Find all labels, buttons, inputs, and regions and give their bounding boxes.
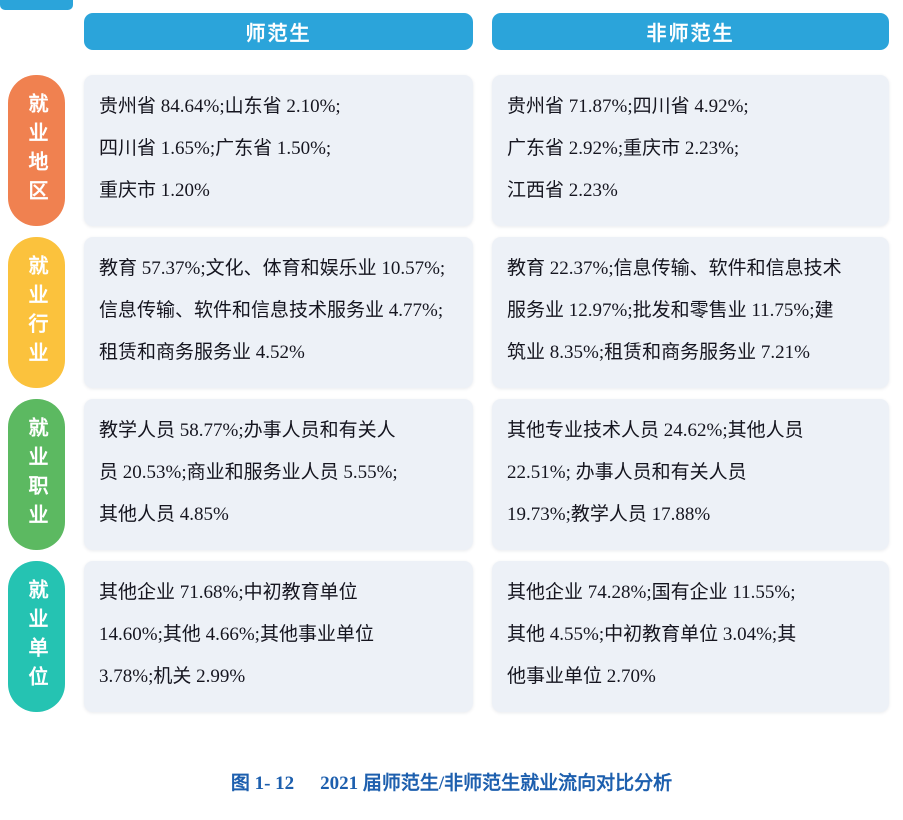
- column-header-normal-students: 师范生: [84, 13, 473, 50]
- text-line: 贵州省 84.64%;山东省 2.10%;: [99, 96, 341, 117]
- text-line: 员 20.53%;商业和服务业人员 5.55%;: [99, 462, 398, 483]
- text-line: 其他专业技术人员 24.62%;其他人员: [507, 420, 804, 441]
- text-line: 其他企业 74.28%;国有企业 11.55%;: [507, 582, 796, 603]
- header-spacer: [8, 13, 65, 64]
- text-line: 重庆市 1.20%: [99, 180, 210, 201]
- figure-number: 图 1- 12: [230, 773, 295, 794]
- text-line: 其他企业 71.68%;中初教育单位: [99, 582, 358, 603]
- row-label-employment-region: 就业地区: [8, 75, 65, 226]
- text-line: 19.73%;教学人员 17.88%: [507, 504, 711, 525]
- text-line: 3.78%;机关 2.99%: [99, 666, 246, 687]
- text-line: 四川省 1.65%;广东省 1.50%;: [99, 138, 332, 159]
- text-line: 教育 22.37%;信息传输、软件和信息技术: [507, 258, 842, 279]
- text-line: 筑业 8.35%;租赁和商务服务业 7.21%: [507, 342, 810, 363]
- cell-normal-employment-industry: 教育 57.37%;文化、体育和娱乐业 10.57%; 信息传输、软件和信息技术…: [84, 237, 473, 388]
- text-line: 其他 4.55%;中初教育单位 3.04%;其: [507, 624, 797, 645]
- text-line: 贵州省 71.87%;四川省 4.92%;: [507, 96, 749, 117]
- text-line: 22.51%; 办事人员和有关人员: [507, 462, 747, 483]
- cell-non-normal-employment-industry: 教育 22.37%;信息传输、软件和信息技术 服务业 12.97%;批发和零售业…: [492, 237, 889, 388]
- figure-title: 2021 届师范生/非师范生就业流向对比分析: [320, 773, 673, 794]
- text-line: 14.60%;其他 4.66%;其他事业单位: [99, 624, 374, 645]
- row-label-employment-employer: 就业单位: [8, 561, 65, 712]
- cell-non-normal-employment-employer: 其他企业 74.28%;国有企业 11.55%; 其他 4.55%;中初教育单位…: [492, 561, 889, 712]
- comparison-table: 师范生 非师范生 就业地区 贵州省 84.64%;山东省 2.10%; 四川省 …: [8, 13, 889, 712]
- text-line: 他事业单位 2.70%: [507, 666, 656, 687]
- column-header-non-normal-students: 非师范生: [492, 13, 889, 50]
- text-line: 教学人员 58.77%;办事人员和有关人: [99, 420, 396, 441]
- text-line: 江西省 2.23%: [507, 180, 618, 201]
- cell-non-normal-employment-occupation: 其他专业技术人员 24.62%;其他人员 22.51%; 办事人员和有关人员 1…: [492, 399, 889, 550]
- text-line: 信息传输、软件和信息技术服务业 4.77%;: [99, 300, 444, 321]
- row-label-employment-occupation: 就业职业: [8, 399, 65, 550]
- cell-normal-employment-region: 贵州省 84.64%;山东省 2.10%; 四川省 1.65%;广东省 1.50…: [84, 75, 473, 226]
- text-line: 其他人员 4.85%: [99, 504, 229, 525]
- cell-normal-employment-employer: 其他企业 71.68%;中初教育单位 14.60%;其他 4.66%;其他事业单…: [84, 561, 473, 712]
- cell-non-normal-employment-region: 贵州省 71.87%;四川省 4.92%; 广东省 2.92%;重庆市 2.23…: [492, 75, 889, 226]
- text-line: 教育 57.37%;文化、体育和娱乐业 10.57%;: [99, 258, 446, 279]
- top-left-blue-fragment: [0, 0, 73, 10]
- cell-normal-employment-occupation: 教学人员 58.77%;办事人员和有关人 员 20.53%;商业和服务业人员 5…: [84, 399, 473, 550]
- row-label-employment-industry: 就业行业: [8, 237, 65, 388]
- figure-caption: 图 1- 12 2021 届师范生/非师范生就业流向对比分析: [0, 768, 903, 795]
- text-line: 广东省 2.92%;重庆市 2.23%;: [507, 138, 740, 159]
- text-line: 租赁和商务服务业 4.52%: [99, 342, 305, 363]
- text-line: 服务业 12.97%;批发和零售业 11.75%;建: [507, 300, 834, 321]
